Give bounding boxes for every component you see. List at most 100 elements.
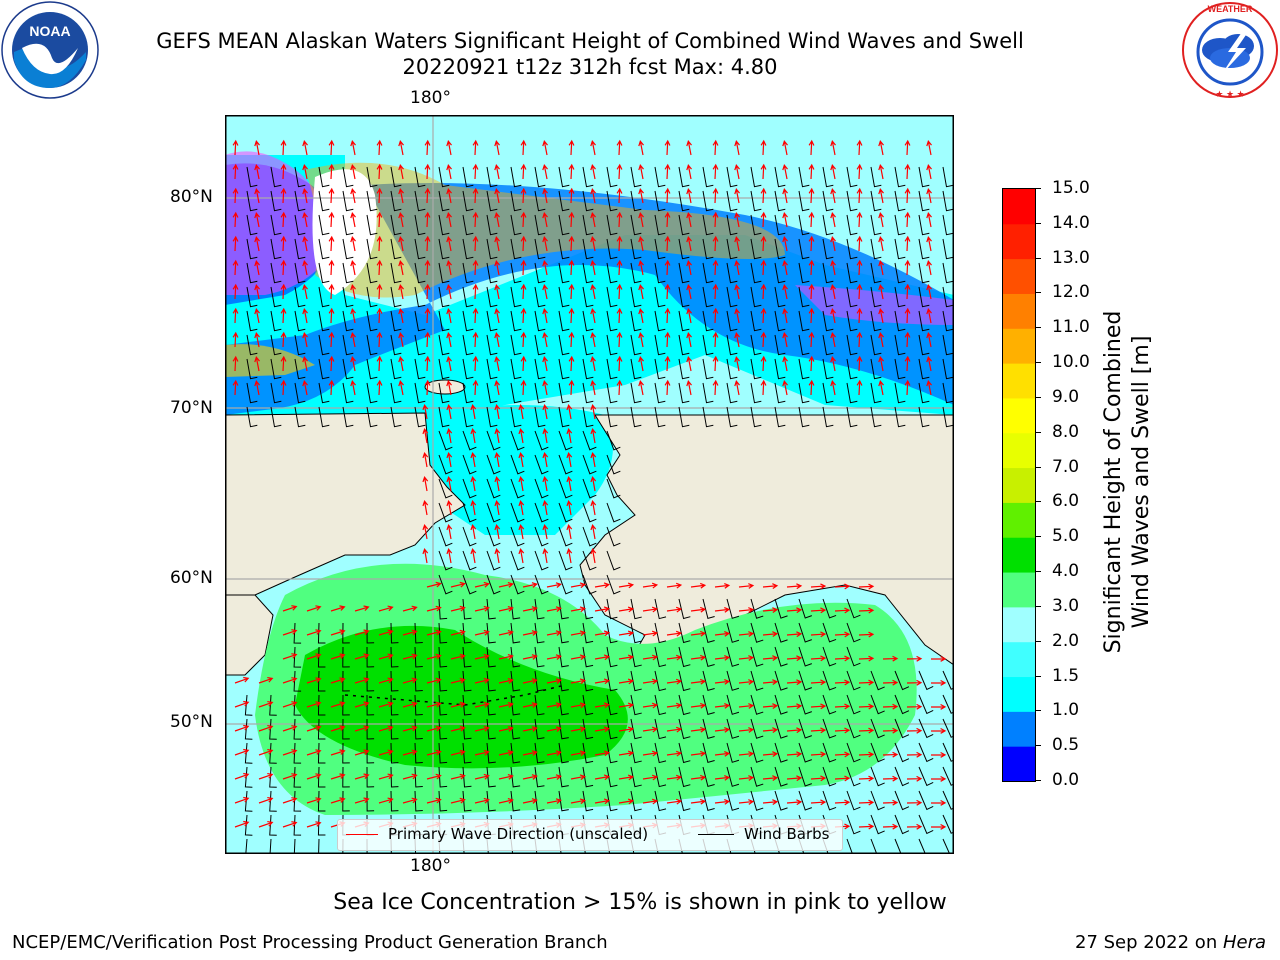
wind-barb	[726, 262, 738, 284]
wave-direction-arrow	[878, 236, 884, 252]
wave-direction-arrow	[398, 164, 404, 180]
wind-barb	[894, 814, 910, 835]
wind-barb	[293, 670, 302, 692]
wave-direction-arrow	[542, 212, 548, 228]
wind-barb	[390, 670, 399, 692]
wind-barb	[342, 694, 350, 716]
wind-barb	[894, 406, 906, 428]
wind-barb	[270, 190, 282, 212]
wind-barb	[510, 214, 522, 236]
wave-direction-arrow	[422, 523, 429, 540]
wind-barb	[774, 646, 788, 667]
wind-barb	[342, 262, 354, 284]
wind-barb	[774, 214, 786, 236]
wind-barb	[630, 166, 642, 188]
wind-barb	[438, 598, 448, 620]
wind-barb	[774, 310, 786, 332]
wind-barb	[414, 358, 426, 380]
wind-barb	[534, 622, 545, 644]
wind-barb	[582, 238, 594, 260]
wind-barb	[318, 214, 330, 236]
wind-barb	[390, 358, 402, 380]
wind-barb	[918, 790, 934, 811]
wind-barb	[534, 358, 546, 380]
wave-direction-arrow	[518, 451, 525, 468]
wave-direction-arrow	[470, 427, 477, 444]
wind-barb	[798, 598, 812, 619]
wind-barb	[678, 598, 691, 620]
wind-barb	[438, 550, 453, 571]
wind-barb	[246, 262, 258, 284]
lon-label-bottom: 180°	[410, 856, 451, 876]
wave-direction-arrow	[398, 236, 404, 252]
colorbar-tick-label: 4.0	[1052, 561, 1080, 582]
wind-barb	[894, 286, 906, 308]
wave-direction-arrow	[810, 655, 827, 662]
wind-barb	[702, 790, 715, 812]
wind-barb	[390, 262, 402, 284]
wind-barb	[510, 478, 525, 499]
wave-direction-arrow	[282, 797, 298, 804]
wind-barb	[726, 214, 738, 236]
colorbar-tick-mark	[1035, 571, 1041, 573]
colorbar-tick-label: 5.0	[1052, 526, 1080, 547]
wave-direction-arrow	[760, 139, 767, 156]
wind-barb	[798, 190, 810, 212]
wave-direction-arrow	[254, 308, 260, 324]
wave-direction-arrow	[590, 356, 596, 372]
wave-direction-arrow	[904, 235, 911, 252]
wave-direction-arrow	[566, 427, 573, 444]
wave-direction-arrow	[446, 427, 453, 444]
wave-direction-arrow	[258, 773, 274, 780]
wind-barb	[414, 790, 423, 812]
wind-barb	[822, 190, 834, 212]
wind-barb	[606, 766, 618, 788]
wave-direction-arrow	[472, 235, 479, 252]
wind-barb	[606, 454, 621, 475]
wind-barb	[726, 622, 740, 643]
wave-direction-arrow	[546, 654, 562, 660]
wind-barb	[462, 646, 472, 668]
wind-barb	[798, 622, 812, 643]
wind-barb	[366, 670, 375, 692]
lat-label-70: 70°N	[170, 398, 213, 418]
wave-direction-arrow	[782, 164, 788, 180]
wind-barb	[438, 166, 450, 188]
wind-barb	[630, 334, 642, 356]
wave-direction-arrow	[712, 379, 719, 396]
wind-barb	[294, 334, 306, 356]
wind-barb	[510, 526, 525, 547]
wind-barb	[246, 334, 258, 356]
wave-direction-arrow	[590, 140, 596, 156]
wind-barb	[774, 598, 788, 619]
wind-barb	[510, 790, 521, 812]
wind-barb	[582, 502, 597, 523]
wind-barb	[414, 238, 426, 260]
wind-barb	[726, 358, 738, 380]
wave-direction-arrow	[474, 797, 490, 804]
wave-direction-arrow	[546, 630, 562, 636]
map-panel: Primary Wave Direction (unscaled) Wind B…	[224, 115, 958, 860]
wind-barb	[654, 190, 666, 212]
wind-barb	[414, 766, 423, 788]
wind-barb	[510, 574, 525, 595]
wind-barb	[846, 238, 858, 260]
wind-barb	[702, 238, 714, 260]
wind-barb	[486, 550, 501, 571]
wave-direction-arrow	[878, 284, 884, 300]
colorbar-tick-label: 2.0	[1052, 630, 1080, 651]
wind-barb	[750, 622, 764, 643]
wind-barb	[342, 790, 350, 812]
wave-direction-arrow	[446, 140, 452, 156]
wave-direction-arrow	[542, 380, 548, 396]
wave-legend-swatch	[346, 834, 378, 835]
wind-barb	[654, 670, 667, 692]
wind-barb	[678, 310, 690, 332]
wind-barb	[870, 262, 882, 284]
wave-direction-arrow	[232, 307, 239, 324]
wave-direction-arrow	[734, 308, 740, 324]
wave-direction-arrow	[904, 163, 911, 180]
wave-direction-arrow	[590, 380, 596, 396]
wave-direction-arrow	[546, 798, 562, 804]
wave-direction-arrow	[830, 308, 836, 324]
